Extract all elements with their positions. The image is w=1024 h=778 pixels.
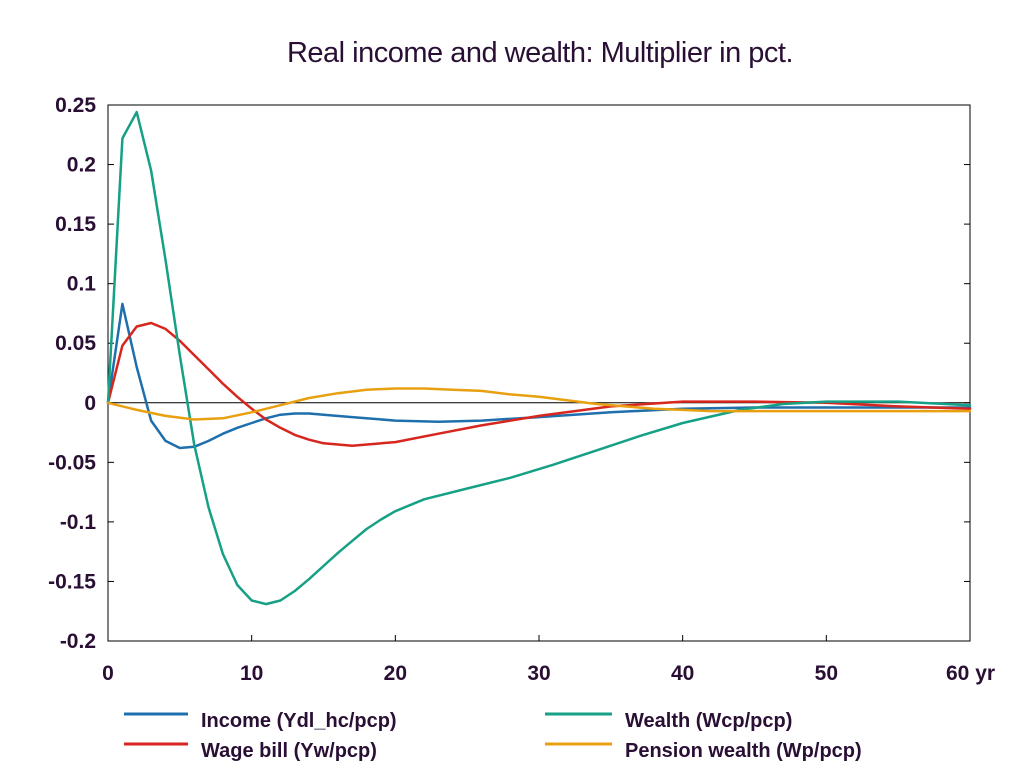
- legend-label: Wealth (Wcp/pcp): [625, 710, 792, 732]
- legend: Income (Ydl_hc/pcp) Wage bill (Yw/pcp) Wea…: [124, 710, 862, 762]
- y-tick-label: -0.2: [60, 630, 96, 653]
- plot-frame: [107, 104, 971, 642]
- y-axis: 0.25 0.2 0.15 0.1 0.05 0 -0.05 -0.1 -0.15 -0.2: [48, 94, 970, 653]
- series-line-4: [106, 387, 972, 421]
- legend-label: Pension wealth (Wp/pcp): [625, 740, 862, 762]
- series-line-3: [106, 110, 972, 606]
- x-axis: 0 10 20 30 40 50 60 yr: [102, 635, 995, 685]
- y-tick-label: 0.1: [67, 273, 97, 296]
- x-tick-label: 40: [671, 662, 694, 685]
- y-tick-label: -0.1: [60, 511, 97, 534]
- x-tick-label: 0: [102, 662, 114, 685]
- y-tick-label: 0.2: [67, 154, 96, 177]
- y-tick-label: -0.05: [48, 451, 96, 474]
- series-lines: [106, 110, 972, 606]
- chart-title: Real income and wealth: Multiplier in pc…: [287, 37, 793, 69]
- legend-label: Wage bill (Yw/pcp): [201, 740, 377, 762]
- y-tick-label: 0.25: [55, 94, 96, 117]
- y-tick-label: 0.05: [55, 332, 96, 355]
- y-tick-label: 0: [84, 392, 96, 415]
- x-tick-label: 30: [527, 662, 550, 685]
- x-tick-label: 50: [815, 662, 838, 685]
- x-tick-label: 20: [384, 662, 407, 685]
- series-line-2: [106, 321, 972, 447]
- y-tick-label: -0.15: [48, 570, 96, 593]
- x-tick-label: 60 yr: [946, 662, 995, 685]
- series-line-1: [106, 302, 972, 450]
- x-tick-label: 10: [240, 662, 263, 685]
- y-tick-label: 0.15: [55, 213, 96, 236]
- legend-label: Income (Ydl_hc/pcp): [201, 710, 397, 732]
